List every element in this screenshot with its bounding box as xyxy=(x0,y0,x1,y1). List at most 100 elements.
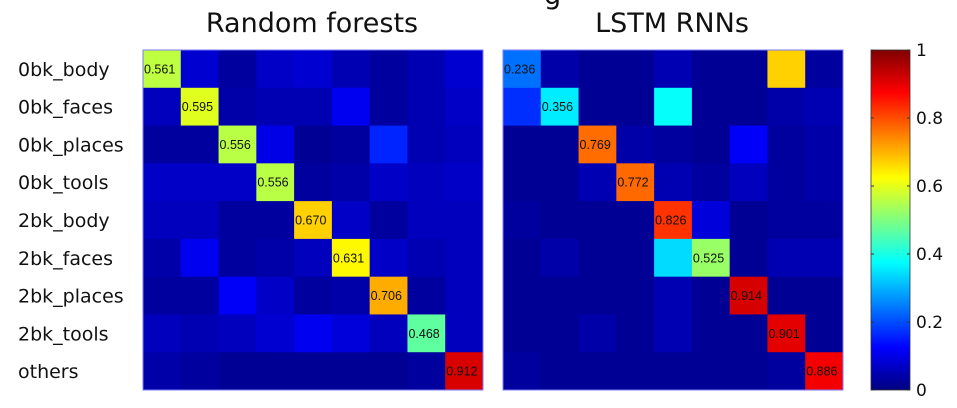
left-title: Random forests xyxy=(206,8,418,39)
heatmap-cell xyxy=(540,314,580,353)
heatmap-cell xyxy=(294,314,333,353)
row-label: 0bk_faces xyxy=(18,97,113,119)
heatmap-cell xyxy=(294,163,333,202)
heatmap-cell xyxy=(180,87,220,127)
cut-off-heading: g xyxy=(544,0,561,11)
heatmap-cell xyxy=(540,125,580,164)
heatmap-cell xyxy=(578,238,617,278)
heatmap-cell xyxy=(578,314,617,353)
heatmap-cell xyxy=(729,352,768,391)
heatmap-cell xyxy=(369,87,408,127)
heatmap-cell xyxy=(729,125,768,164)
heatmap-cell xyxy=(369,352,408,391)
colorbar-tick-label: 0.8 xyxy=(916,109,943,129)
heatmap-cell xyxy=(805,238,844,278)
heatmap-cell xyxy=(445,238,484,278)
heatmap-cell xyxy=(218,352,257,391)
heatmap-cell xyxy=(578,163,617,202)
heatmap-cell xyxy=(805,125,844,164)
heatmap-cell xyxy=(218,125,257,164)
heatmap-cell xyxy=(256,163,295,202)
heatmap-cell xyxy=(369,314,408,353)
heatmap-cell xyxy=(256,238,295,278)
heatmap-cell xyxy=(654,238,693,278)
heatmap-cell xyxy=(331,87,371,127)
heatmap-cell xyxy=(767,125,806,164)
heatmap-cell xyxy=(616,276,655,315)
random-forests-heatmap: 0.561 0.595 0.556 0.556 0.670 0.631 0.706 0.468… xyxy=(142,49,484,391)
heatmap-cell xyxy=(616,314,655,353)
heatmap-cell xyxy=(218,276,257,315)
row-label: 2bk_tools xyxy=(18,323,109,345)
heatmap-cell xyxy=(654,352,693,391)
heatmap-cell xyxy=(218,314,257,353)
heatmap-cell xyxy=(805,50,844,89)
heatmap-cell xyxy=(294,125,333,164)
heatmap-cell xyxy=(767,352,806,391)
heatmap-cell xyxy=(407,87,446,127)
heatmap-cell xyxy=(767,50,806,89)
heatmap-cell xyxy=(256,125,295,164)
heatmap-cell xyxy=(143,276,182,315)
heatmap-cell xyxy=(540,238,580,278)
row-label: 0bk_body xyxy=(18,59,110,81)
heatmap-cell xyxy=(180,238,220,278)
heatmap-cell xyxy=(729,50,768,89)
heatmap-cell xyxy=(691,314,731,353)
heatmap-cell xyxy=(503,125,542,164)
heatmap-cell xyxy=(445,352,484,391)
heatmap-cell xyxy=(180,314,220,353)
heatmap-cell xyxy=(805,314,844,353)
heatmap-cell xyxy=(445,163,484,202)
heatmap-cell xyxy=(578,276,617,315)
heatmap-cell xyxy=(578,125,617,164)
heatmap-cell xyxy=(143,238,182,278)
heatmap-cell xyxy=(143,87,182,127)
colorbar-tick-label: 1 xyxy=(916,41,927,61)
colorbar-tick-label: 0 xyxy=(916,381,927,401)
heatmap-cell xyxy=(654,276,693,315)
heatmap-cell xyxy=(445,50,484,89)
heatmap-cell xyxy=(369,50,408,89)
heatmap-cell xyxy=(143,163,182,202)
heatmap-cell xyxy=(294,50,333,89)
heatmap-cell xyxy=(218,201,257,240)
heatmap-cell xyxy=(445,201,484,240)
heatmap-cell xyxy=(578,352,617,391)
heatmap-cell xyxy=(445,314,484,353)
heatmap-cell xyxy=(654,87,693,127)
heatmap-cell xyxy=(407,201,446,240)
heatmap-cell xyxy=(331,125,371,164)
heatmap-cell xyxy=(503,50,542,89)
heatmap-cell xyxy=(294,87,333,127)
heatmap-cell xyxy=(407,276,446,315)
heatmap-cell xyxy=(540,276,580,315)
colorbar-tick-label: 0.6 xyxy=(916,177,943,197)
heatmap-cell xyxy=(180,352,220,391)
cell-value-label: 0.631 xyxy=(333,251,364,265)
row-label: 2bk_faces xyxy=(18,248,113,270)
cell-value-label: 0.826 xyxy=(655,214,686,228)
heatmap-cell xyxy=(691,238,731,278)
heatmap-cell xyxy=(331,50,371,89)
heatmap-cell xyxy=(218,238,257,278)
heatmap-cell xyxy=(540,163,580,202)
heatmap-cell xyxy=(540,50,580,89)
heatmap-cell xyxy=(143,352,182,391)
heatmap-cell xyxy=(180,125,220,164)
heatmap-cell xyxy=(407,50,446,89)
row-label: 2bk_places xyxy=(18,286,124,308)
colorbar-tick-label: 0.2 xyxy=(916,313,943,333)
row-label: 0bk_tools xyxy=(18,172,109,194)
heatmap-cell xyxy=(256,87,295,127)
heatmap-cell xyxy=(180,276,220,315)
heatmap-cell xyxy=(654,201,693,240)
heatmap-cell xyxy=(143,201,182,240)
heatmap-cell xyxy=(407,163,446,202)
heatmap-cell xyxy=(256,201,295,240)
heatmap-cell xyxy=(729,163,768,202)
heatmap-cell xyxy=(445,276,484,315)
heatmap-cell xyxy=(767,87,806,127)
heatmap-cell xyxy=(691,87,731,127)
